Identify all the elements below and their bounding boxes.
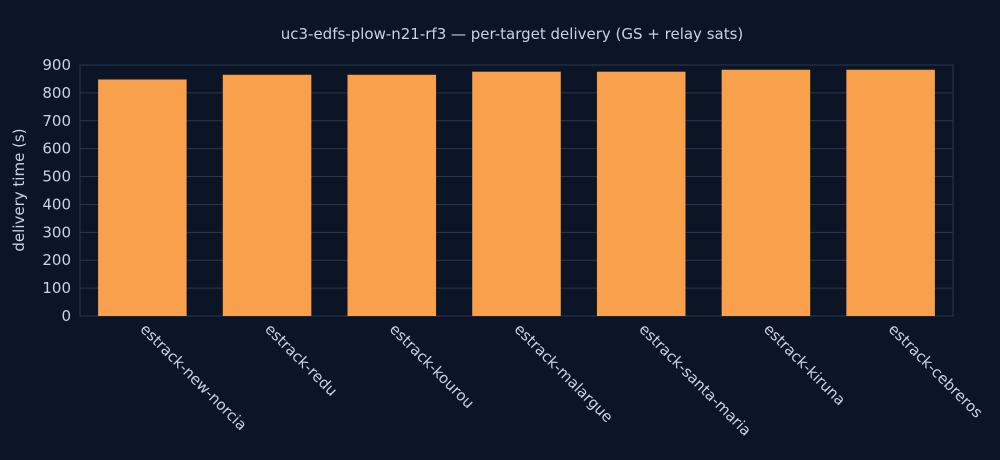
y-axis-ticks: 0 100 200 300 400 500 600 700 800 900	[42, 56, 71, 325]
y-tick-label: 700	[42, 112, 71, 130]
x-tick-label: estrack-redu	[261, 320, 341, 400]
bar-estrack-redu	[222, 74, 312, 316]
chart-title: uc3-edfs-plow-n21-rf3 — per-target deliv…	[281, 25, 744, 43]
y-tick-label: 300	[42, 223, 71, 241]
y-tick-label: 400	[42, 195, 71, 213]
x-tick-label: estrack-santa-maria	[635, 320, 754, 439]
bar-estrack-cebreros	[846, 69, 935, 316]
x-tick-label: estrack-new-norcia	[137, 320, 251, 434]
y-tick-label: 800	[42, 84, 71, 102]
x-tick-label: estrack-malargue	[511, 320, 617, 426]
bar-estrack-kiruna	[721, 69, 811, 316]
y-tick-label: 100	[42, 279, 71, 297]
x-tick-label: estrack-kourou	[386, 320, 478, 412]
bar-estrack-santa-maria	[596, 71, 686, 317]
bar-estrack-new-norcia	[98, 79, 187, 316]
x-tick-label: estrack-kiruna	[760, 320, 849, 409]
x-axis-ticks: estrack-new-norcia estrack-redu estrack-ko…	[137, 320, 987, 439]
y-tick-label: 200	[42, 251, 71, 269]
y-tick-label: 600	[42, 140, 71, 158]
bars	[98, 69, 935, 317]
x-tick-label: estrack-cebreros	[885, 320, 987, 422]
bar-estrack-kourou	[347, 74, 437, 316]
y-tick-label: 0	[61, 307, 71, 325]
y-tick-label: 900	[42, 56, 71, 74]
bar-estrack-malargue	[472, 71, 561, 317]
y-axis-title: delivery time (s)	[10, 128, 28, 251]
y-tick-label: 500	[42, 168, 71, 186]
